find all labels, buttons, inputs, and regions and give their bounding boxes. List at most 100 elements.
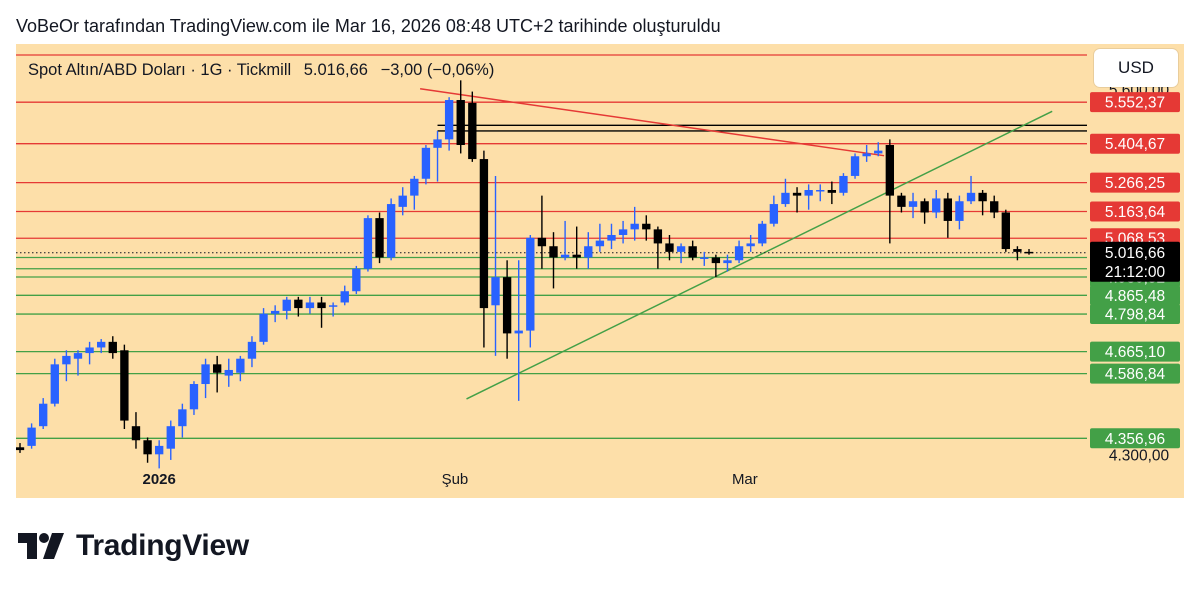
up-candle <box>932 198 941 213</box>
last-price-badge-bg <box>1090 241 1180 282</box>
down-candle <box>688 246 697 258</box>
up-candle <box>259 313 268 342</box>
up-candle <box>908 201 918 207</box>
support-price-label: 4.798,84 <box>1105 307 1166 324</box>
resistance-price-label-bg <box>1090 201 1180 222</box>
up-candle <box>746 243 755 247</box>
support-price-label-bg <box>1090 304 1180 325</box>
chart-legend: Spot Altın/ABD Doları · 1G · Tickmill 5.… <box>28 61 502 80</box>
down-candle <box>131 426 141 441</box>
down-candle <box>16 447 25 451</box>
down-candle <box>711 257 721 264</box>
legend-last-price: 5.016,66 <box>303 61 368 79</box>
up-candle <box>444 100 454 140</box>
up-candle <box>39 403 48 427</box>
up-candle <box>27 427 36 446</box>
down-candle <box>572 254 581 258</box>
down-candle <box>212 364 222 373</box>
up-candle <box>734 246 744 261</box>
support-price-label: 4.356,96 <box>1105 431 1165 448</box>
up-candle <box>526 237 535 331</box>
tradingview-logo-icon <box>18 533 64 559</box>
up-candle <box>410 178 419 196</box>
down-candle <box>792 192 802 196</box>
up-candle <box>560 254 570 258</box>
down-candle <box>375 218 384 258</box>
resistance-price-label-bg <box>1090 92 1180 113</box>
down-candle <box>502 277 512 334</box>
down-candle <box>978 192 987 202</box>
up-candle <box>700 257 709 259</box>
down-candle <box>885 145 895 196</box>
up-candle <box>189 384 199 410</box>
down-candle <box>1024 251 1034 254</box>
down-candle <box>920 201 929 213</box>
down-candle <box>1013 249 1022 252</box>
trend_up-line <box>466 110 1053 400</box>
resistance-price-label: 5.266,25 <box>1105 175 1165 192</box>
x-axis-tick-label: 2026 <box>142 471 175 488</box>
up-candle <box>421 147 431 179</box>
down-candle <box>827 190 837 193</box>
up-candle <box>340 291 349 303</box>
price-chart[interactable]: 5.600,004.300,005.552,375.404,675.266,25… <box>16 44 1184 498</box>
support-price-label-bg <box>1090 341 1180 362</box>
x-axis-tick-label: Mar <box>732 471 758 488</box>
up-candle <box>166 426 175 449</box>
up-candle <box>816 190 825 192</box>
support-price-label-bg <box>1090 363 1180 384</box>
down-candle <box>143 440 152 455</box>
up-candle <box>514 330 523 334</box>
up-candle <box>97 341 106 348</box>
legend-change: −3,00 (−0,06%) <box>380 61 495 79</box>
down-candle <box>943 198 953 221</box>
up-candle <box>62 355 71 365</box>
last-price-label: 5.016,66 <box>1105 245 1165 262</box>
down-candle <box>549 246 558 258</box>
down-candle <box>642 223 651 230</box>
up-candle <box>584 246 593 258</box>
up-candle <box>491 277 500 306</box>
brand-name: TradingView <box>76 529 249 562</box>
down-candle <box>1001 212 1010 250</box>
down-candle <box>120 350 129 421</box>
support-price-label-bg <box>1090 285 1180 306</box>
up-candle <box>966 192 976 202</box>
down-candle <box>108 341 117 354</box>
down-candle <box>990 201 999 213</box>
down-candle <box>665 243 674 252</box>
resistance-price-label-bg <box>1090 133 1180 154</box>
down-candle <box>468 102 477 160</box>
currency-button[interactable]: USD <box>1094 49 1178 87</box>
up-candle <box>398 195 407 207</box>
y-axis-tick-label: 4.300,00 <box>1109 447 1170 464</box>
up-candle <box>305 302 315 309</box>
legend-symbol: Spot Altın/ABD Doları · 1G · Tickmill <box>28 61 292 79</box>
resistance-price-label-bg <box>1090 172 1180 193</box>
up-candle <box>804 190 813 196</box>
up-candle <box>224 369 233 376</box>
up-candle <box>352 268 361 292</box>
down-candle <box>479 159 489 309</box>
up-candle <box>769 204 779 224</box>
down-candle <box>897 195 906 207</box>
resistance-price-label: 5.552,37 <box>1105 95 1165 112</box>
resistance-price-label: 5.404,67 <box>1105 136 1165 153</box>
up-candle <box>618 229 628 235</box>
down-candle <box>317 302 326 309</box>
down-candle <box>294 299 303 309</box>
resistance-price-label: 5.163,64 <box>1105 204 1166 221</box>
up-candle <box>154 445 164 455</box>
up-candle <box>862 153 871 157</box>
up-candle <box>850 156 860 176</box>
up-candle <box>433 139 442 148</box>
up-candle <box>781 192 790 205</box>
up-candle <box>236 358 245 373</box>
chart-panel[interactable]: 5.600,00 4.300,00 5.552,37 5.404,67 5.266,25… <box>16 44 1184 498</box>
up-candle <box>595 240 605 247</box>
up-candle <box>178 409 187 427</box>
chart-caption: VoBeOr tarafından TradingView.com ile Ma… <box>16 16 721 36</box>
up-candle <box>630 223 639 230</box>
up-candle <box>839 175 848 193</box>
support-price-label-bg <box>1090 428 1180 449</box>
